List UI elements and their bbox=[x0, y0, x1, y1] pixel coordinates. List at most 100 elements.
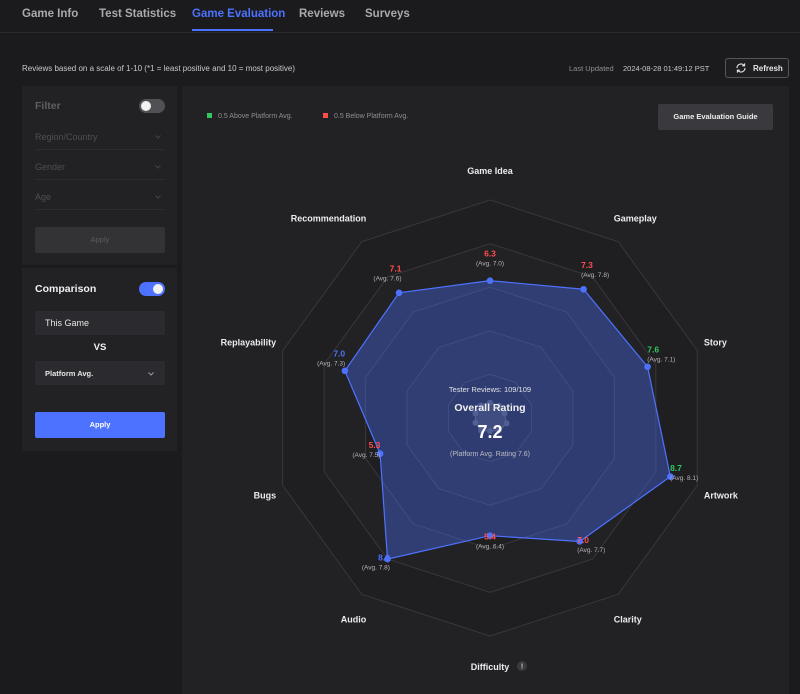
average-point bbox=[472, 419, 479, 426]
axis-value-audio: 8.0 bbox=[378, 552, 390, 562]
this-game-label: This Game bbox=[45, 318, 90, 328]
platform-average-rating: (Platform Avg. Rating 7.6) bbox=[450, 451, 530, 458]
game-rating-point bbox=[486, 532, 494, 540]
axis-average-replayability: (Avg. 7.3) bbox=[317, 361, 345, 368]
axis-value-difficulty: 5.4 bbox=[484, 532, 496, 542]
vs-label: VS bbox=[93, 342, 107, 353]
age-placeholder: Age bbox=[35, 192, 52, 202]
axis-value-story: 7.6 bbox=[647, 344, 659, 354]
chevron-down-icon bbox=[155, 165, 161, 169]
comparison-apply-button[interactable]: Apply bbox=[35, 412, 165, 438]
tab-bar: Game Info Test Statistics Game Evaluatio… bbox=[0, 0, 800, 33]
comparison-title: Comparison bbox=[35, 283, 97, 295]
comparison-toggle[interactable] bbox=[139, 282, 165, 296]
filter-panel: Filter Region/Country Gender Age Apply bbox=[22, 86, 177, 265]
legend-below: 0.5 Below Platform Avg. bbox=[323, 113, 408, 120]
game-rating-point bbox=[644, 363, 651, 371]
game-rating-point bbox=[376, 450, 384, 458]
average-point bbox=[495, 427, 502, 434]
axis-average-gameplay: (Avg. 7.8) bbox=[581, 272, 609, 279]
average-point bbox=[478, 427, 485, 434]
axis-value-bugs: 5.3 bbox=[369, 440, 381, 450]
tab-surveys[interactable]: Surveys bbox=[365, 8, 410, 20]
axis-label-bugs: Bugs bbox=[254, 491, 277, 501]
tab-test-statistics[interactable]: Test Statistics bbox=[99, 8, 177, 20]
axis-average-clarity: (Avg. 7.7) bbox=[577, 547, 605, 554]
axis-average-bugs: (Avg. 7.5) bbox=[352, 452, 380, 459]
game-rating-point bbox=[580, 285, 587, 293]
axis-label-clarity: Clarity bbox=[614, 615, 642, 625]
last-updated-value: 2024-08-28 01:49:12 PST bbox=[623, 64, 710, 73]
filter-title: Filter bbox=[35, 100, 61, 112]
age-select[interactable]: Age bbox=[35, 187, 165, 210]
axis-label-recommendation: Recommendation bbox=[291, 213, 367, 223]
chevron-down-icon bbox=[155, 135, 161, 139]
axis-label-gameplay: Gameplay bbox=[614, 213, 657, 223]
legend-above-swatch bbox=[207, 113, 212, 118]
axis-value-recommendation: 7.1 bbox=[390, 263, 402, 273]
axis-average-game-idea: (Avg. 7.0) bbox=[476, 261, 504, 268]
axis-average-story: (Avg. 7.1) bbox=[647, 356, 675, 363]
refresh-label: Refresh bbox=[753, 64, 783, 73]
legend-above-label: 0.5 Above Platform Avg. bbox=[218, 113, 293, 120]
gender-select[interactable]: Gender bbox=[35, 157, 165, 180]
game-rating-point bbox=[341, 367, 349, 375]
active-tab-indicator bbox=[192, 29, 273, 31]
refresh-button[interactable]: Refresh bbox=[725, 58, 789, 78]
average-point bbox=[503, 420, 510, 427]
game-rating-point bbox=[395, 289, 403, 297]
average-point bbox=[495, 402, 502, 409]
this-game-field: This Game bbox=[35, 311, 165, 335]
info-glyph: ! bbox=[521, 664, 523, 671]
tab-game-evaluation[interactable]: Game Evaluation bbox=[192, 8, 286, 20]
comparison-panel: Comparison This Game VS Platform Avg. Ap… bbox=[22, 268, 177, 451]
axis-label-game-idea: Game Idea bbox=[467, 166, 514, 176]
legend-below-label: 0.5 Below Platform Avg. bbox=[334, 113, 409, 120]
axis-average-difficulty: (Avg. 6.4) bbox=[476, 544, 504, 551]
game-rating-point bbox=[667, 473, 674, 480]
filter-apply-button[interactable]: Apply bbox=[35, 227, 165, 253]
axis-value-game-idea: 6.3 bbox=[484, 249, 496, 259]
chevron-down-icon bbox=[148, 372, 154, 376]
comparison-target-value: Platform Avg. bbox=[45, 369, 94, 378]
axis-value-gameplay: 7.3 bbox=[581, 260, 593, 270]
axis-label-replayability: Replayability bbox=[221, 337, 277, 347]
axis-average-artwork: (Avg. 8.1) bbox=[670, 475, 698, 482]
refresh-icon bbox=[736, 63, 746, 73]
comparison-target-select[interactable]: Platform Avg. bbox=[35, 361, 165, 385]
filter-toggle[interactable] bbox=[139, 99, 165, 113]
game-evaluation-guide-button[interactable]: Game Evaluation Guide bbox=[658, 104, 773, 130]
tab-game-info[interactable]: Game Info bbox=[22, 8, 79, 20]
axis-value-artwork: 8.7 bbox=[670, 463, 682, 473]
average-point bbox=[472, 410, 479, 417]
axis-value-clarity: 7.0 bbox=[577, 535, 589, 545]
average-point bbox=[478, 402, 485, 409]
game-rating-point bbox=[486, 277, 494, 284]
axis-value-replayability: 7.0 bbox=[333, 349, 345, 359]
scale-note: Reviews based on a scale of 1-10 (*1 = l… bbox=[22, 64, 296, 73]
legend-below-swatch bbox=[323, 113, 328, 118]
axis-label-audio: Audio bbox=[341, 615, 367, 625]
tester-reviews-count: Tester Reviews: 109/109 bbox=[449, 385, 531, 394]
region-country-placeholder: Region/Country bbox=[35, 132, 98, 142]
overall-rating-label: Overall Rating bbox=[454, 402, 525, 414]
axis-average-audio: (Avg. 7.8) bbox=[362, 564, 390, 571]
average-point bbox=[487, 428, 493, 435]
axis-label-artwork: Artwork bbox=[704, 491, 739, 501]
average-point bbox=[487, 399, 493, 406]
chevron-down-icon bbox=[155, 195, 161, 199]
game-rating-point bbox=[384, 555, 391, 563]
gender-placeholder: Gender bbox=[35, 162, 66, 172]
grid-ring bbox=[448, 373, 532, 463]
tab-reviews[interactable]: Reviews bbox=[299, 8, 346, 20]
info-icon[interactable] bbox=[517, 661, 527, 671]
axis-label-difficulty: Difficulty bbox=[471, 662, 510, 672]
region-country-select[interactable]: Region/Country bbox=[35, 127, 165, 150]
axis-average-recommendation: (Avg. 7.6) bbox=[373, 275, 401, 282]
axis-label-story: Story bbox=[704, 337, 727, 347]
average-point bbox=[501, 410, 508, 417]
last-updated-label: Last Updated bbox=[569, 64, 614, 73]
overall-rating-value: 7.2 bbox=[477, 422, 502, 442]
game-rating-point bbox=[576, 538, 583, 545]
